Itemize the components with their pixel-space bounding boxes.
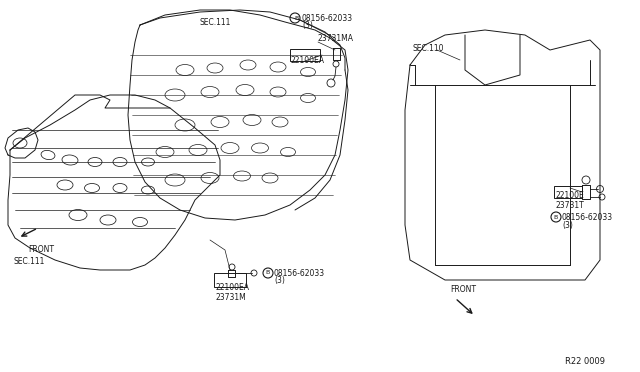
Text: B: B [295, 16, 299, 20]
Text: 22100EA: 22100EA [291, 55, 325, 64]
Text: FRONT: FRONT [450, 285, 476, 295]
Text: (3): (3) [274, 276, 285, 285]
Bar [290, 49, 320, 61]
Text: 08156-62033: 08156-62033 [274, 269, 325, 278]
Text: 23731MA: 23731MA [318, 33, 354, 42]
Text: FRONT: FRONT [28, 246, 54, 254]
Text: 08156-62033: 08156-62033 [302, 13, 353, 22]
Text: SEC.110: SEC.110 [413, 44, 445, 52]
Bar [214, 273, 246, 287]
Text: B: B [266, 270, 270, 276]
Text: R22 0009: R22 0009 [565, 357, 605, 366]
Text: B: B [554, 215, 558, 219]
Bar [554, 186, 582, 198]
Text: 08156-62033: 08156-62033 [562, 212, 613, 221]
Text: SEC.111: SEC.111 [13, 257, 44, 266]
Text: 23731T: 23731T [556, 201, 585, 209]
Text: 22100E: 22100E [556, 190, 585, 199]
Text: (3): (3) [562, 221, 573, 230]
Text: SEC.111: SEC.111 [200, 17, 232, 26]
Text: 23731M: 23731M [215, 292, 246, 301]
Text: (3): (3) [302, 20, 313, 29]
Text: 22100EA: 22100EA [215, 282, 249, 292]
